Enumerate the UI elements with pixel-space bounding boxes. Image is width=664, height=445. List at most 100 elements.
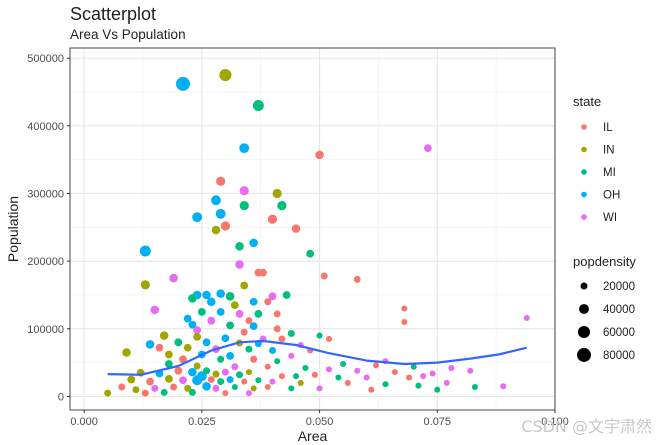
legend-key-oh (581, 191, 587, 198)
data-point (269, 378, 276, 385)
data-point (193, 333, 202, 341)
data-point (249, 322, 258, 330)
data-point (155, 343, 164, 352)
data-point (245, 369, 252, 376)
data-point (184, 384, 192, 392)
data-point (221, 368, 229, 376)
data-point (335, 374, 342, 381)
data-point (140, 280, 150, 290)
data-points (104, 69, 530, 397)
data-point (391, 369, 398, 376)
data-point (169, 273, 178, 283)
data-point (235, 260, 244, 269)
data-point (239, 143, 250, 154)
data-point (302, 365, 309, 372)
data-point (215, 208, 226, 219)
data-point (192, 212, 203, 223)
data-point (216, 289, 225, 298)
data-point (306, 249, 315, 258)
data-point (443, 379, 450, 386)
size-key-60000 (577, 325, 591, 339)
data-point (448, 365, 455, 372)
data-point (320, 272, 328, 280)
data-point (471, 383, 478, 391)
y-tick-label: 500000 (27, 53, 64, 65)
data-point (207, 376, 215, 384)
data-point (179, 376, 187, 385)
data-point (192, 375, 203, 386)
data-point (353, 275, 361, 283)
data-point (401, 319, 408, 326)
data-point (127, 375, 136, 384)
data-point (170, 383, 178, 391)
data-point (287, 330, 295, 338)
data-point (420, 373, 427, 380)
data-point (297, 379, 304, 386)
data-point (202, 290, 211, 300)
size-legend-title: popdensity (573, 254, 636, 269)
data-point (288, 352, 295, 359)
y-tick-label: 300000 (27, 188, 64, 200)
data-point (315, 150, 324, 160)
data-point (245, 317, 253, 325)
watermark-text: CSDN @文宇肃然 (521, 417, 652, 436)
data-point (188, 367, 197, 377)
plot-panel (70, 48, 556, 410)
data-point (264, 363, 271, 370)
smooth-line (107, 339, 527, 376)
data-point (273, 310, 281, 318)
data-point (239, 201, 249, 211)
data-point (216, 307, 225, 316)
legend-label-oh: OH (603, 190, 620, 202)
data-point (183, 343, 192, 352)
data-point (268, 346, 276, 354)
data-point (255, 377, 262, 384)
data-point (240, 281, 249, 290)
data-point (197, 307, 206, 316)
data-point (176, 76, 190, 91)
data-point (164, 374, 173, 383)
data-point (249, 238, 258, 248)
data-point (273, 325, 281, 333)
data-point (164, 360, 173, 368)
data-point (151, 384, 159, 392)
x-tick-label: 0.025 (188, 416, 216, 428)
data-point (311, 371, 318, 378)
data-point (217, 378, 225, 386)
data-point (429, 370, 436, 377)
data-point (467, 367, 474, 374)
data-point (259, 268, 267, 277)
data-point (225, 292, 235, 301)
legend: state IL IN MI OH WI popdensity 20000 40000 60000… (573, 94, 636, 362)
data-point (132, 386, 140, 394)
legend-key-in (581, 146, 587, 153)
data-point (292, 373, 300, 380)
legend-key-il (581, 124, 587, 130)
data-point (500, 383, 507, 390)
y-tick-label: 100000 (27, 324, 64, 336)
data-point (363, 374, 370, 381)
legend-label-in: IN (603, 145, 615, 157)
size-label-40000: 40000 (603, 304, 635, 316)
data-point (139, 245, 151, 257)
data-point (179, 355, 187, 364)
data-point (193, 362, 201, 370)
data-point (122, 348, 131, 357)
data-point (240, 328, 248, 336)
data-point (236, 371, 244, 379)
chart-subtitle: Area Vs Population (70, 27, 186, 42)
data-point (219, 69, 232, 82)
data-point (146, 377, 154, 386)
data-point (231, 383, 238, 391)
data-point (235, 241, 244, 251)
data-point (141, 389, 149, 397)
data-point (206, 297, 216, 307)
data-point (235, 310, 244, 318)
data-point (216, 176, 226, 186)
data-point (212, 384, 220, 392)
size-key-20000 (580, 282, 588, 290)
data-point (202, 382, 211, 391)
data-point (188, 388, 196, 396)
y-tick-label: 400000 (27, 121, 64, 133)
